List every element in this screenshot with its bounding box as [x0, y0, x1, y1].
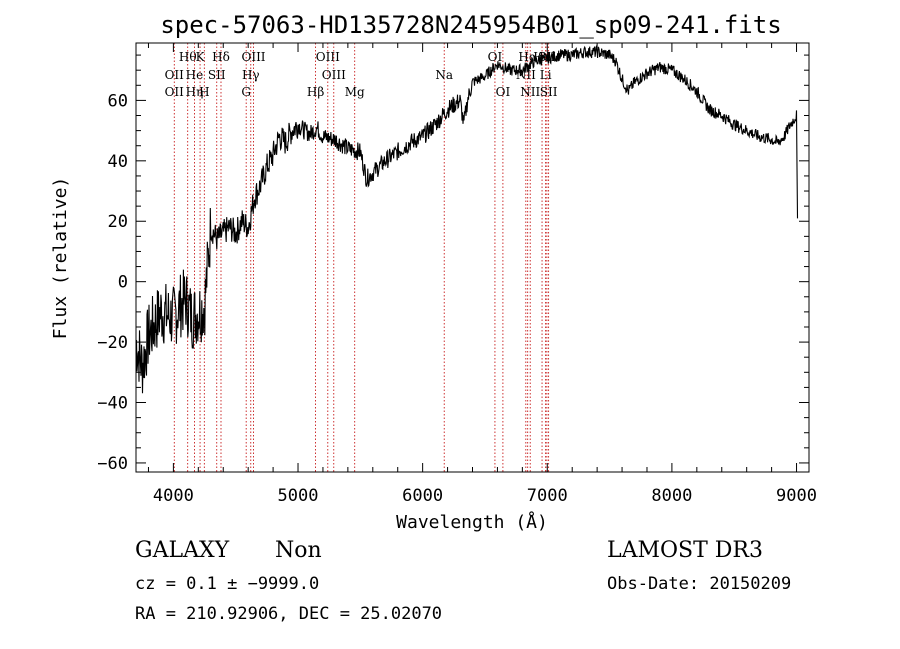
y-axis-label: Flux (relative) — [50, 177, 71, 340]
line-marker-label: Mg — [345, 85, 365, 99]
object-subclass: Non — [275, 538, 322, 563]
spectrum-plot: spec-57063-HD135728N245954B01_sp09-241.f… — [50, 11, 817, 533]
line-marker-label: OI — [496, 85, 511, 99]
spectrum-line — [135, 44, 799, 394]
observation-date: Obs-Date: 20150209 — [607, 574, 792, 594]
x-tick-label: 8000 — [651, 486, 692, 506]
ra-dec: RA = 210.92906, DEC = 25.02070 — [135, 604, 443, 624]
line-marker-label: OIII — [322, 68, 346, 82]
line-marker-label: G — [241, 85, 251, 99]
object-class: GALAXY — [135, 538, 230, 563]
line-marker-label: Li — [540, 68, 552, 82]
line-marker-label: SII — [208, 68, 226, 82]
y-tick-label: −20 — [97, 333, 128, 353]
line-marker-label: OIII — [316, 50, 340, 64]
y-tick-label: −60 — [97, 454, 128, 474]
x-tick-label: 6000 — [402, 486, 443, 506]
line-marker-label: H — [199, 85, 209, 99]
line-marker-label: He — [186, 68, 204, 82]
y-tick-label: −40 — [97, 394, 128, 414]
x-tick-label: 7000 — [527, 486, 568, 506]
x-axis-label: Wavelength (Å) — [396, 511, 548, 533]
y-axis: −60 −40 −20 0 20 40 60 — [97, 54, 809, 474]
line-marker-label: Hβ — [307, 85, 324, 99]
x-tick-label: 5000 — [278, 486, 319, 506]
line-marker-label: NII — [520, 85, 540, 99]
survey-name: LAMOST DR3 — [607, 538, 763, 563]
line-marker-label: Na — [435, 68, 453, 82]
line-marker-label: SII — [540, 85, 558, 99]
line-marker-label: Hγ — [242, 68, 260, 82]
line-marker-label: OIII — [241, 50, 265, 64]
y-tick-label: 60 — [108, 91, 128, 111]
line-marker-label: OI — [488, 50, 503, 64]
line-marker-label: Hθ — [179, 50, 197, 64]
line-marker-label: Hη — [186, 85, 204, 99]
line-marker-label: OII — [165, 85, 185, 99]
y-tick-label: 0 — [118, 273, 128, 293]
line-marker-label: K — [196, 50, 206, 64]
line-markers: OII OII Hθ He Hη K H SII Hδ G Hγ OIII Hβ OIII OIII Mg Na… — [165, 43, 558, 472]
line-marker-label: Hδ — [212, 50, 230, 64]
redshift-cz: cz = 0.1 ± −9999.0 — [135, 574, 320, 594]
line-marker-label: OII — [165, 68, 185, 82]
chart-title: spec-57063-HD135728N245954B01_sp09-241.f… — [160, 11, 781, 39]
y-tick-label: 40 — [108, 152, 128, 172]
x-tick-label: 9000 — [776, 486, 817, 506]
x-tick-label: 4000 — [153, 486, 194, 506]
x-axis: 4000 5000 6000 7000 8000 9000 — [147, 43, 817, 506]
y-tick-label: 20 — [108, 212, 128, 232]
